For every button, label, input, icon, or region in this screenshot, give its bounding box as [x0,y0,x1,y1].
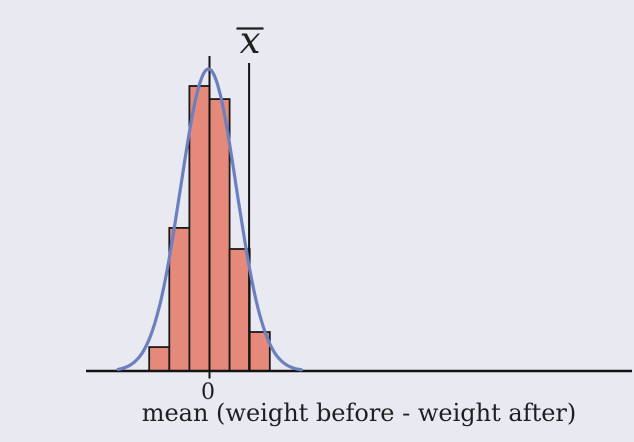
xbar-label: x [240,19,261,62]
histogram-bar [228,248,251,372]
histogram-bar [208,98,231,372]
histogram-bar [148,346,171,372]
x-axis-label: mean (weight before - weight after) [142,399,577,427]
histogram-bar [188,85,211,372]
normal-curve [116,67,303,372]
zero-tick-label: 0 [201,380,215,405]
